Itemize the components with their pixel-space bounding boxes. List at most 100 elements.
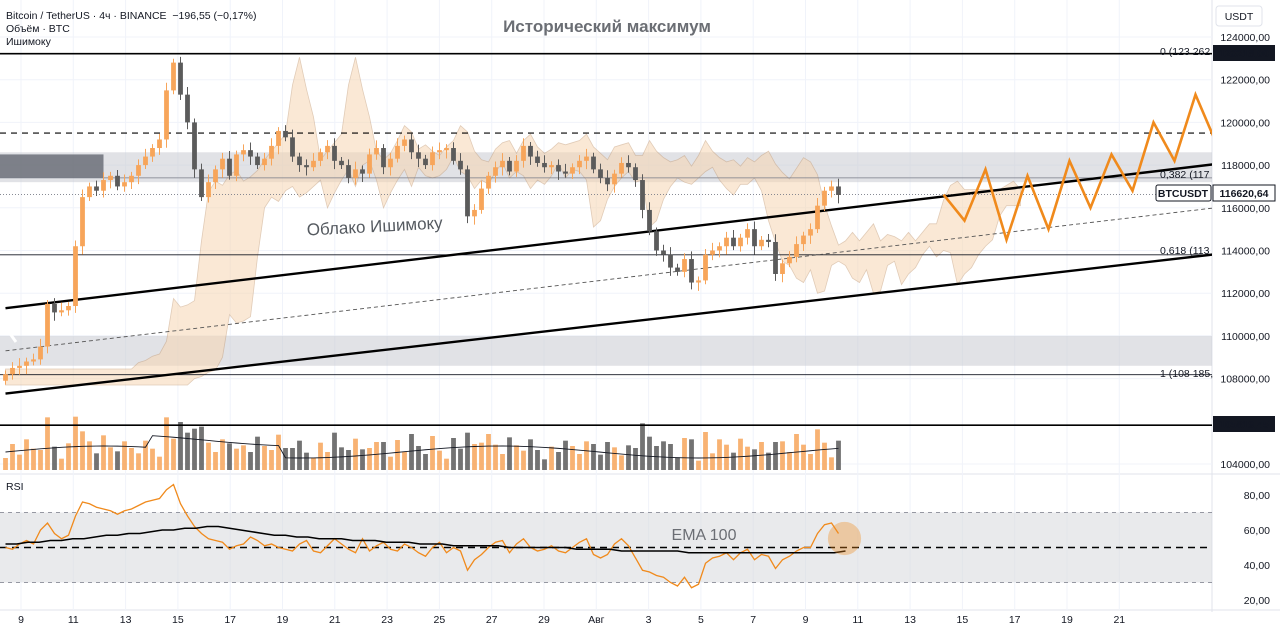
candle [346,165,351,178]
symbol-row[interactable]: Bitcoin / TetherUS · 4ч · BINANCE −196,5… [6,10,257,22]
time-tick-label: 11 [852,614,863,626]
candle [696,280,701,283]
volume-bar [710,453,715,470]
ath-price-text: 123218,00 [1219,48,1269,60]
candle [122,182,127,187]
candle [598,169,603,178]
volume-bar [696,460,701,470]
volume-bar [108,447,113,470]
rsi-label: RSI [6,481,24,493]
candle [465,169,470,217]
volume-bar [171,438,176,470]
candle [402,139,407,146]
candle [227,158,232,176]
volume-bar [479,442,484,470]
volume-bar [752,449,757,470]
interval[interactable]: 4ч [99,10,111,22]
candle [248,150,253,157]
volume-bar [52,446,57,470]
volume-bar [556,452,561,470]
candle [10,367,15,375]
candle [115,175,120,187]
candle [738,237,743,247]
candle [521,145,526,161]
candle [290,137,295,157]
candle [38,346,43,360]
candle [59,310,64,313]
volume-bar [311,458,316,470]
price-tick-label: 118000,00 [1221,160,1270,172]
volume-bar [143,440,148,470]
candle [808,229,813,236]
volume-bar [836,440,841,470]
axes: 124000,00122000,00120000,00118000,001160… [18,32,1270,626]
chevron-left-icon[interactable] [4,313,18,343]
volume-bar [766,452,771,470]
exchange: BINANCE [119,10,167,22]
volume-bar [416,446,421,470]
candle [311,160,316,168]
candle [108,175,113,181]
volume-bar [192,428,197,470]
candle [178,62,183,95]
volume-bar [129,448,134,470]
time-tick-label: 13 [904,614,916,626]
candle [710,250,715,255]
candle [430,152,435,166]
time-tick-label: 25 [434,614,446,626]
candle [514,160,519,172]
candle [304,165,309,168]
volume-bar [185,432,190,470]
volume-bar [647,436,652,470]
candle [472,209,477,217]
currency-box[interactable] [1215,5,1263,27]
candle [717,246,722,251]
volume-bar [829,457,834,470]
volume-bar [234,448,239,470]
time-tick-label: 5 [698,614,704,626]
volume-bar [241,445,246,470]
candle [339,160,344,166]
last-price-badge [1212,184,1276,202]
fib-label-0618: 0,618 (113 [1160,245,1210,257]
volume-legend[interactable]: Объём · BTC [6,23,70,35]
volume-bar [283,448,288,470]
candle [612,173,617,185]
volume-bar [388,456,393,470]
candle [325,145,330,153]
candle [199,169,204,198]
volume-bar [430,436,435,470]
volume-bar [353,438,358,470]
volume-bar [787,452,792,470]
candle [367,154,372,174]
channel-lower [5,253,1212,395]
volume-bar [563,440,568,470]
candle [374,148,379,155]
volume-bar [500,454,505,470]
fib-label-1: 1 (108 185, [1160,368,1213,380]
volume-bar [514,445,519,470]
time-tick-label: 3 [646,614,652,626]
volume-bar [87,441,92,470]
volume-bar [339,447,344,470]
volume-bar [381,442,386,470]
ichimoku-legend[interactable]: Ишимоку [6,36,51,48]
volume-bar [395,440,400,470]
candle [283,130,288,138]
volume-bar [472,444,477,470]
price-tick-label: 104000,00 [1220,459,1270,471]
time-tick-label: Авг [588,614,605,626]
price-axis-panel[interactable] [1212,0,1280,637]
volume-bar [808,454,813,470]
candle [388,158,393,168]
volume-bar [227,443,232,470]
symbol-name[interactable]: Bitcoin / TetherUS [6,10,90,22]
volume-bar [332,432,337,470]
volume-bar [199,426,204,470]
volume-bar [437,450,442,470]
price-tick-label: 110000,00 [1221,331,1270,343]
time-tick-label: 29 [538,614,550,626]
candle [318,152,323,161]
volume-bar [598,454,603,470]
